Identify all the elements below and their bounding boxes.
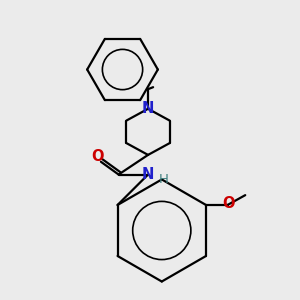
Text: N: N bbox=[142, 101, 154, 116]
Text: O: O bbox=[92, 149, 104, 164]
Text: N: N bbox=[142, 167, 154, 182]
Text: O: O bbox=[222, 196, 235, 211]
Text: H: H bbox=[159, 173, 169, 186]
